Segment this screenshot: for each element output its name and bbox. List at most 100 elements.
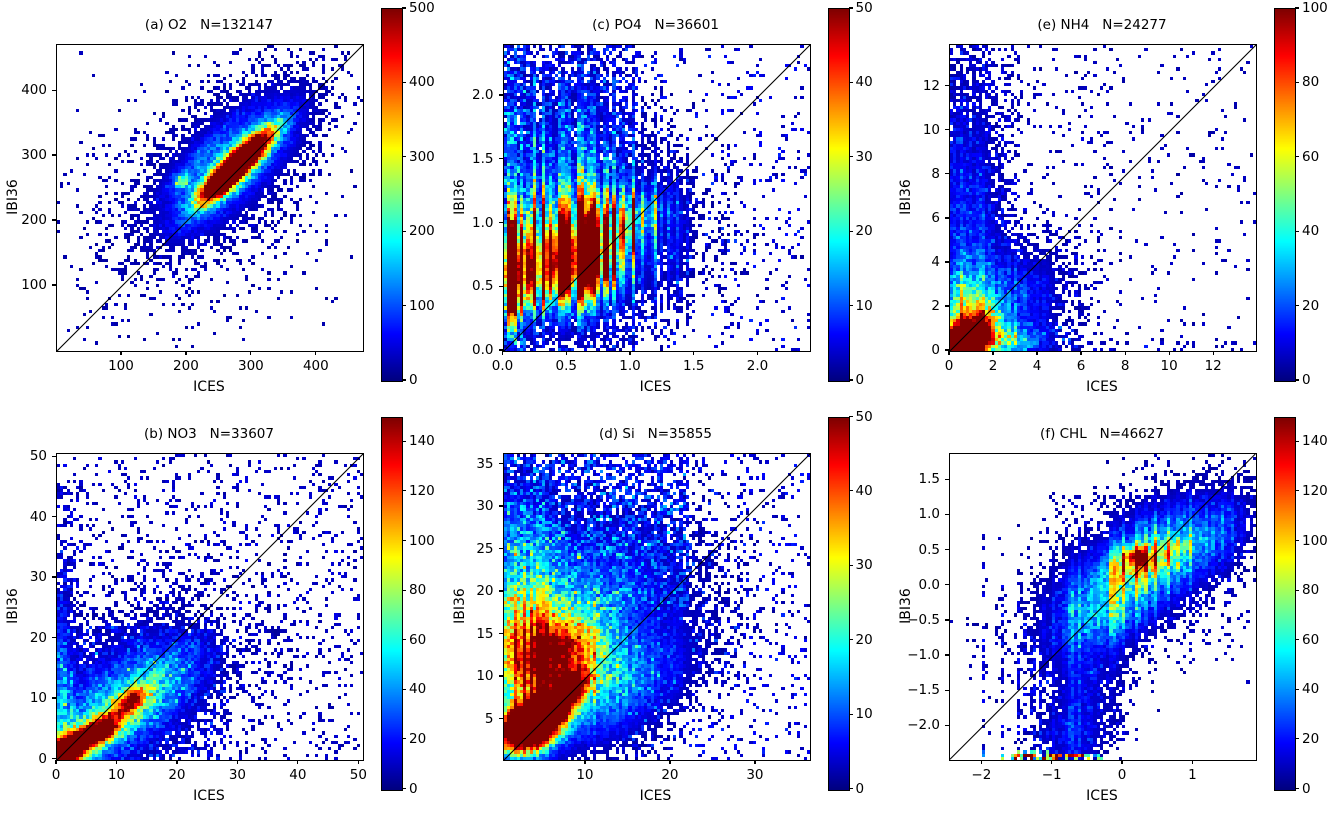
colorbar-tick-mark bbox=[1295, 589, 1299, 591]
x-tick-mark bbox=[584, 759, 586, 764]
y-tick-mark bbox=[52, 697, 56, 699]
panel-title: (e) NH4 N=24277 bbox=[1037, 17, 1167, 33]
colorbar-tick-mark bbox=[1295, 305, 1299, 307]
y-tick-mark bbox=[498, 285, 503, 287]
colorbar-tick-label: 10 bbox=[855, 706, 873, 723]
colorbar-tick-label: 40 bbox=[855, 74, 873, 91]
x-tick-label: 0 bbox=[51, 766, 61, 783]
x-axis-label: ICES bbox=[639, 379, 672, 395]
x-tick-label: 2 bbox=[988, 358, 998, 374]
x-tick-label: 40 bbox=[289, 766, 307, 783]
x-tick-label: 1.5 bbox=[683, 358, 705, 374]
colorbar-tick-label: 10 bbox=[855, 297, 873, 314]
y-tick-mark bbox=[945, 85, 949, 87]
colorbar-tick-label: 20 bbox=[409, 730, 427, 747]
heatmap-canvas bbox=[503, 453, 810, 760]
colorbar-tick-label: 60 bbox=[1302, 631, 1320, 648]
x-tick-label: 200 bbox=[173, 358, 199, 374]
colorbar-tick-mark bbox=[402, 490, 406, 492]
colorbar-tick-label: 0 bbox=[409, 780, 418, 797]
panel-title: (f) CHL N=46627 bbox=[1040, 425, 1164, 442]
x-tick-mark bbox=[501, 351, 504, 356]
panel-title: (a) O2 N=132147 bbox=[144, 17, 274, 33]
x-tick-mark bbox=[1036, 351, 1038, 356]
x-tick-mark bbox=[315, 351, 317, 356]
colorbar-tick-label: 100 bbox=[409, 297, 435, 314]
colorbar bbox=[381, 416, 403, 791]
colorbar-tick-label: 0 bbox=[1302, 780, 1311, 797]
x-axis-label: ICES bbox=[193, 379, 225, 395]
colorbar-canvas bbox=[382, 417, 402, 790]
x-tick-label: −2 bbox=[971, 766, 992, 783]
x-tick-mark bbox=[980, 759, 982, 764]
colorbar-canvas bbox=[1275, 417, 1295, 790]
y-tick-mark bbox=[52, 757, 56, 760]
y-tick-label: 5 bbox=[484, 710, 494, 727]
y-tick-mark bbox=[52, 284, 56, 286]
y-tick-mark bbox=[498, 221, 503, 224]
x-tick-mark bbox=[176, 759, 178, 764]
y-tick-label: 0 bbox=[38, 750, 47, 767]
y-tick-label: 30 bbox=[476, 498, 494, 515]
y-axis-label: IBI36 bbox=[451, 179, 468, 215]
y-tick-label: 200 bbox=[21, 212, 47, 229]
y-tick-mark bbox=[945, 478, 949, 480]
colorbar-tick-label: 0 bbox=[855, 372, 865, 388]
x-tick-mark bbox=[1212, 351, 1214, 356]
x-tick-mark bbox=[297, 759, 299, 764]
x-axis-label: ICES bbox=[639, 787, 672, 804]
y-tick-label: 0.5 bbox=[472, 278, 494, 295]
colorbar-tick-label: 120 bbox=[1302, 482, 1328, 499]
colorbar-tick-label: 0 bbox=[409, 372, 418, 388]
colorbar-canvas bbox=[1275, 9, 1295, 381]
y-tick-label: 1.5 bbox=[918, 471, 940, 488]
colorbar-canvas bbox=[382, 9, 402, 381]
y-tick-mark bbox=[498, 717, 503, 720]
y-tick-mark bbox=[498, 675, 503, 677]
y-tick-mark bbox=[945, 129, 949, 131]
colorbar-tick-label: 80 bbox=[409, 582, 427, 599]
y-tick-label: −1.5 bbox=[907, 682, 940, 699]
x-tick-mark bbox=[55, 759, 57, 764]
colorbar-tick-mark bbox=[848, 156, 853, 158]
y-tick-label: 20 bbox=[476, 583, 494, 600]
x-tick-label: 6 bbox=[1076, 358, 1086, 374]
colorbar-tick-mark bbox=[1295, 156, 1299, 158]
colorbar-tick-mark bbox=[848, 713, 853, 715]
x-tick-label: 0 bbox=[944, 358, 954, 374]
x-tick-mark bbox=[1191, 759, 1193, 764]
plot-area bbox=[949, 44, 1257, 352]
colorbar-tick-mark bbox=[402, 639, 406, 641]
y-tick-label: −0.5 bbox=[907, 611, 940, 628]
colorbar-tick-label: 40 bbox=[1302, 223, 1320, 240]
colorbar-tick-mark bbox=[848, 564, 853, 566]
x-tick-label: 0.5 bbox=[555, 358, 577, 374]
x-tick-mark bbox=[669, 759, 671, 764]
colorbar-tick-mark bbox=[402, 787, 406, 790]
colorbar bbox=[381, 8, 403, 382]
y-tick-mark bbox=[945, 654, 949, 656]
heatmap-canvas bbox=[57, 453, 363, 760]
colorbar-tick-label: 200 bbox=[409, 223, 435, 240]
x-tick-mark bbox=[357, 759, 359, 764]
colorbar-tick-mark bbox=[1295, 490, 1299, 492]
y-tick-label: 300 bbox=[21, 147, 47, 164]
x-tick-mark bbox=[992, 351, 994, 356]
y-tick-mark bbox=[945, 305, 949, 307]
x-tick-mark bbox=[250, 351, 252, 356]
x-tick-mark bbox=[754, 759, 756, 764]
x-tick-label: 1 bbox=[1188, 766, 1197, 783]
colorbar-tick-label: 20 bbox=[1302, 297, 1320, 314]
x-tick-mark bbox=[1168, 351, 1170, 356]
x-tick-label: 100 bbox=[108, 358, 134, 374]
panel-title: (b) NO3 N=33607 bbox=[144, 425, 274, 442]
plot-area bbox=[502, 44, 811, 352]
colorbar-tick-mark bbox=[1295, 787, 1299, 790]
colorbar-tick-label: 120 bbox=[409, 482, 435, 499]
y-tick-label: 2 bbox=[931, 297, 940, 314]
x-tick-mark bbox=[693, 351, 695, 356]
x-tick-label: 2.0 bbox=[746, 358, 769, 374]
y-tick-label: 20 bbox=[29, 629, 47, 646]
x-tick-mark bbox=[629, 351, 631, 356]
colorbar-tick-label: 30 bbox=[855, 557, 873, 574]
